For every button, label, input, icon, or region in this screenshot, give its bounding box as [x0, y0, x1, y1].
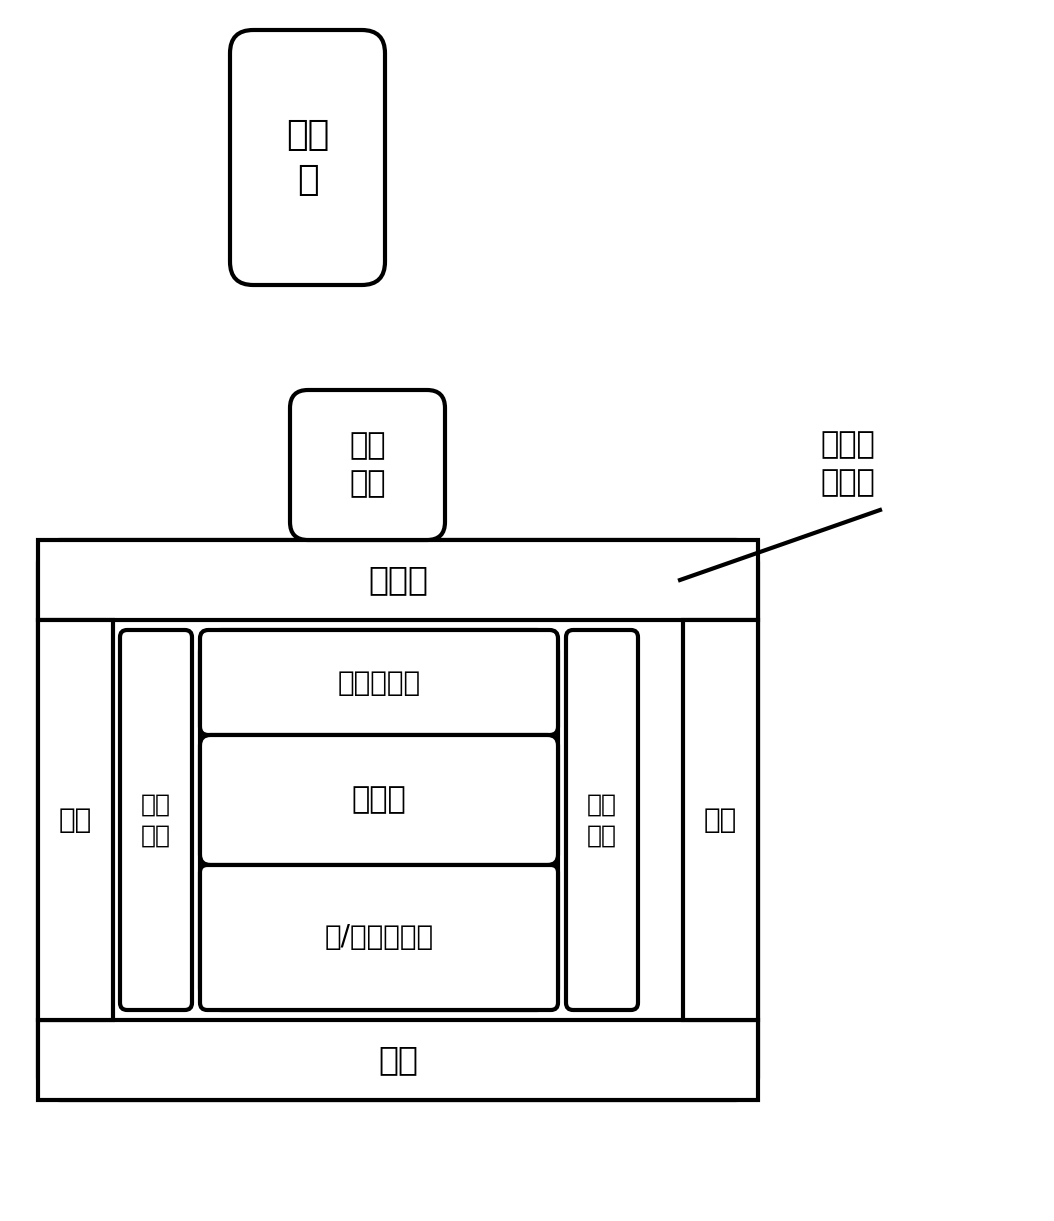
Bar: [38, 620, 113, 1020]
Text: 实验
螺钉: 实验 螺钉: [349, 431, 386, 498]
Text: 拉/压力传感器: 拉/压力传感器: [325, 923, 433, 951]
FancyBboxPatch shape: [566, 630, 638, 1010]
Text: 限位
装置: 限位 装置: [587, 792, 617, 847]
FancyBboxPatch shape: [200, 630, 558, 735]
FancyBboxPatch shape: [120, 630, 192, 1010]
Text: 螺杆: 螺杆: [704, 806, 737, 834]
Text: 连接柱: 连接柱: [352, 785, 407, 814]
FancyBboxPatch shape: [200, 864, 558, 1010]
Text: 带螺孔试件: 带螺孔试件: [337, 669, 421, 696]
Text: 螺丝
刀: 螺丝 刀: [286, 118, 329, 197]
FancyBboxPatch shape: [200, 735, 558, 864]
Text: 预紧力
测试台: 预紧力 测试台: [820, 430, 875, 497]
Text: 支撑面: 支撑面: [368, 564, 428, 597]
Bar: [683, 620, 758, 1020]
Text: 底板: 底板: [378, 1044, 418, 1077]
Bar: [38, 1020, 758, 1100]
FancyBboxPatch shape: [290, 389, 445, 540]
Text: 限位
装置: 限位 装置: [141, 792, 171, 847]
Text: 螺杆: 螺杆: [59, 806, 92, 834]
FancyBboxPatch shape: [230, 31, 385, 284]
FancyBboxPatch shape: [38, 540, 758, 1100]
FancyBboxPatch shape: [200, 630, 558, 1010]
Bar: [38, 540, 758, 620]
